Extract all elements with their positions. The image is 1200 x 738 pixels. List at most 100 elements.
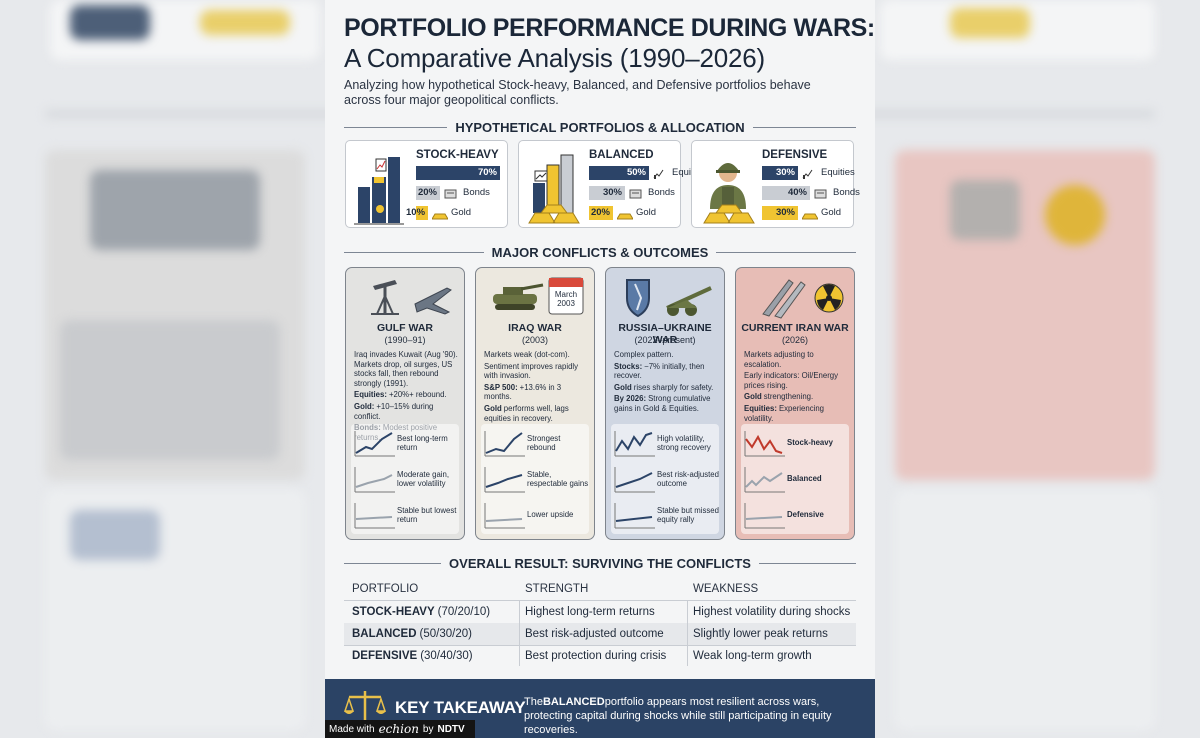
column-divider [687, 600, 688, 666]
note: Stocks: −7% initially, then recover. [614, 362, 720, 381]
icon [700, 147, 758, 230]
note-label: Gold [614, 382, 632, 392]
table-header: PORTFOLIO STRENGTH WEAKNESS [344, 578, 856, 601]
outcome-row: Balanced [741, 462, 849, 496]
outcome-text: Best risk-adjusted outcome [657, 469, 719, 489]
outcome-row: Best risk-adjusted outcome [611, 462, 719, 496]
icon-graphic [802, 169, 813, 179]
note: Gold rises sharply for safety. [614, 383, 720, 393]
bg-shape [200, 10, 290, 35]
asset-name: Gold [636, 207, 657, 218]
outcome-row: Moderate gain, lower volatility [351, 462, 459, 496]
strength-cell: Best risk-adjusted outcome [525, 628, 664, 640]
heading-text: OVERALL RESULT: SURVIVING THE CONFLICTS [449, 555, 751, 571]
conflict-period: (2003) [521, 335, 548, 345]
portfolio-card: DEFENSIVE 30% Equities 40% Bonds 30% Gold [691, 140, 860, 230]
allocation-bar [416, 186, 440, 200]
portfolio-cell: BALANCED (50/30/20) [352, 623, 472, 645]
allocation-label: 20% [590, 207, 610, 218]
icon [431, 207, 449, 225]
icon-graphic [614, 503, 655, 529]
note: Equities: Experiencing volatility. [744, 404, 850, 423]
note-text: Strong cumulative gains in Gold & Equiti… [614, 394, 711, 413]
column-header: WEAKNESS [693, 583, 759, 595]
icon-graphic [528, 154, 580, 224]
column-header: STRENGTH [525, 583, 589, 595]
allocation-bar [416, 166, 500, 180]
allocation-label: 30% [775, 207, 795, 218]
icon-graphic [354, 431, 395, 457]
conflict-name: IRAQ WAR [508, 322, 562, 334]
asset-name: Equities [821, 167, 855, 178]
note-text: +20%+ rebound. [388, 390, 447, 400]
table-row: DEFENSIVE (30/40/30) Best protection durin… [344, 645, 856, 667]
allocation-bar [762, 166, 798, 180]
made-with-badge: Made with echion by NDTV [325, 720, 475, 738]
icon [616, 207, 634, 225]
note: Markets weak (dot-com). [484, 350, 590, 360]
bg-card [895, 490, 1155, 730]
infographic: PORTFOLIO PERFORMANCE DURING WARS: A Com… [325, 0, 875, 738]
outcome-text: Defensive [787, 510, 824, 520]
portfolio-card: STOCK-HEAVY 70% 20% Bonds 10% Gold [345, 140, 508, 228]
icon [355, 274, 455, 325]
icon-graphic [629, 189, 642, 199]
badge-brand: echion [378, 722, 419, 736]
icon [485, 274, 585, 325]
outcome-text: Stock-heavy [787, 438, 833, 448]
outcome-row: Strongest rebound [481, 426, 589, 460]
badge-text: Made with [329, 723, 375, 735]
icon [614, 501, 656, 534]
conflict-card: GULF WAR (1990–91) Iraq invades Kuwait (Au… [345, 267, 465, 540]
allocation-label: 30% [775, 167, 795, 178]
allocation-bar [589, 186, 625, 200]
note: Gold strengthening. [744, 392, 850, 402]
text: portfolio appears most resilient across … [524, 696, 832, 736]
table-row: STOCK-HEAVY (70/20/10) Highest long-term r… [344, 601, 856, 624]
weakness-cell: Highest volatility during shocks [693, 606, 851, 618]
section-heading: MAJOR CONFLICTS & OUTCOMES [344, 244, 857, 260]
outcome-text: Lower upside [527, 510, 574, 520]
icon-graphic [484, 467, 525, 493]
portfolio-cell: STOCK-HEAVY (70/20/10) [352, 601, 490, 623]
icon-graphic [444, 189, 457, 199]
conflict-card: March 2003 IRAQ WAR (2003) Markets weak (dot… [475, 267, 595, 540]
icon [354, 147, 412, 230]
icon [744, 501, 786, 534]
column-header: PORTFOLIO [352, 583, 419, 595]
icon-graphic [431, 213, 449, 220]
conflict-name: CURRENT IRAN WAR [741, 322, 849, 334]
icon-graphic [814, 189, 827, 199]
note-text: Iraq invades Kuwait (Aug '90). Markets d… [354, 350, 458, 388]
note-text: Markets weak (dot-com). [484, 350, 570, 359]
allocation-bar [416, 206, 428, 220]
note-text: performs well, lags equities in recovery… [484, 403, 569, 423]
badge-text: by [422, 723, 434, 735]
portfolio-name: STOCK-HEAVY [352, 606, 435, 618]
icon [615, 274, 715, 325]
outcome-text: Moderate gain, lower volatility [397, 469, 450, 489]
outcomes: Stock-heavy Balanced Defensive [741, 424, 849, 534]
icon-graphic [354, 157, 404, 225]
outcome-text: Stable but lowest return [397, 505, 457, 525]
note-label: By 2026: [614, 394, 647, 404]
bg-shape [70, 510, 160, 560]
outcome-row: Best long-term return [351, 426, 459, 460]
bg-card [895, 150, 1155, 480]
note: S&P 500: +13.6% in 3 months. [484, 383, 590, 402]
conflict-card: CURRENT IRAN WAR (2026) Markets adjusting … [735, 267, 855, 540]
icon [744, 465, 786, 498]
conflict-card: RUSSIA–UKRAINE WAR (2022–present) Complex … [605, 267, 725, 540]
weakness-cell: Slightly lower peak returns [693, 628, 828, 640]
allocation-label: 50% [626, 167, 646, 178]
note-text: +13.6% in 3 months. [484, 382, 562, 402]
portfolio-mix: (50/30/20) [419, 628, 472, 640]
note: Equities: +20%+ rebound. [354, 390, 460, 400]
allocation-bar [762, 186, 810, 200]
icon [527, 147, 585, 230]
icon-graphic [371, 280, 452, 315]
icon-graphic [616, 213, 634, 220]
conflict-notes: Markets adjusting to escalation. Early in… [744, 350, 850, 425]
icon-graphic [744, 467, 785, 493]
asset-name: Gold [821, 207, 842, 218]
